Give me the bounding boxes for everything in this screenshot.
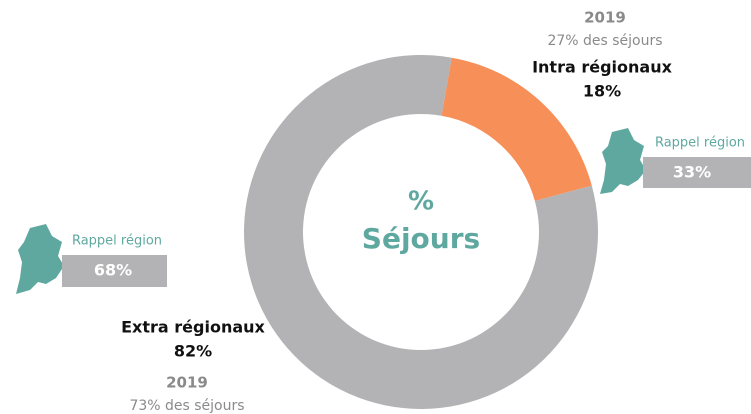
region-label: Rappel région	[72, 234, 162, 249]
donut-slice	[244, 54, 599, 409]
value-label: 18%	[583, 82, 621, 101]
region-value: 33%	[673, 163, 711, 182]
comparison-year: 2019	[584, 9, 626, 27]
comparison-year: 2019	[166, 374, 208, 392]
region-label: Rappel région	[655, 136, 745, 151]
comparison-text: 27% des séjours	[547, 33, 662, 49]
category-label: Intra régionaux	[532, 58, 673, 77]
value-label: 82%	[174, 342, 212, 361]
comparison-text: 73% des séjours	[129, 398, 244, 414]
region-map	[600, 128, 646, 194]
center-subtitle: Séjours	[362, 222, 480, 255]
category-label: Extra régionaux	[121, 318, 265, 337]
donut-slice	[441, 57, 592, 202]
region-box	[62, 255, 167, 287]
region-value: 68%	[94, 261, 132, 280]
region-box	[643, 157, 751, 188]
center-title: %	[408, 187, 434, 217]
region-map	[16, 224, 64, 294]
donut	[244, 54, 599, 409]
